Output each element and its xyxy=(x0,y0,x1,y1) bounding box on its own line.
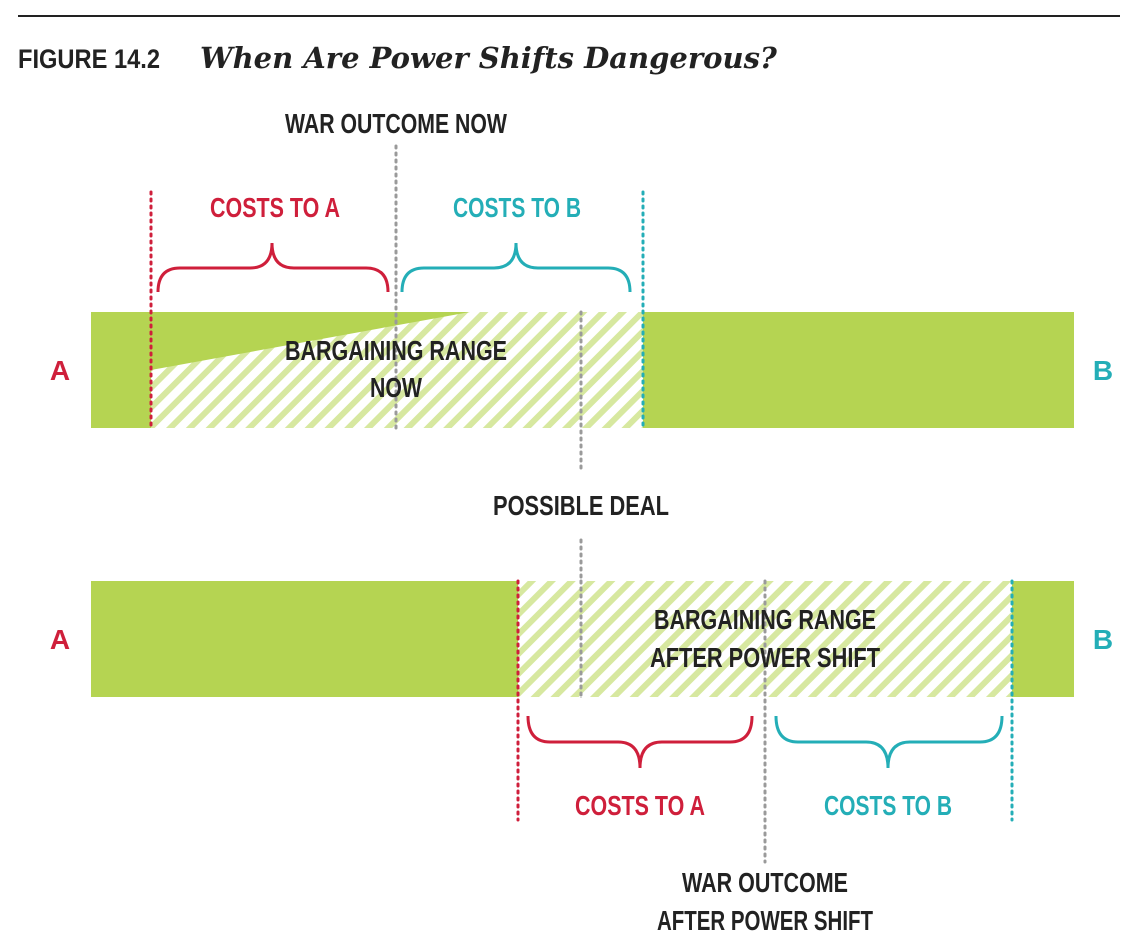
possible-deal-label: POSSIBLE DEAL xyxy=(493,490,669,521)
bottom-range-label-line1: BARGAINING RANGE xyxy=(654,604,876,635)
bottom-costs-b-label: COSTS TO B xyxy=(824,790,952,821)
figure-number: FIGURE 14.2 xyxy=(18,44,160,74)
top-label-b: B xyxy=(1093,355,1113,386)
top-costs-a-brace xyxy=(156,242,390,293)
top-costs-b-label: COSTS TO B xyxy=(453,192,581,223)
bottom-costs-b-brace xyxy=(774,715,1004,769)
figure-title: When Are Power Shifts Dangerous? xyxy=(200,41,778,75)
bottom-label-b: B xyxy=(1093,624,1113,655)
top-label-a: A xyxy=(50,355,70,386)
top-costs-a-label: COSTS TO A xyxy=(210,192,340,223)
bottom-costs-a-label: COSTS TO A xyxy=(575,790,705,821)
top-range-label-line2: NOW xyxy=(370,372,422,403)
bottom-war-outcome-label-line2: AFTER POWER SHIFT xyxy=(657,905,873,936)
top-war-outcome-label: WAR OUTCOME NOW xyxy=(285,108,507,139)
bottom-costs-a-brace xyxy=(526,715,754,769)
top-costs-b-brace xyxy=(400,242,632,293)
bottom-label-a: A xyxy=(50,624,70,655)
bottom-war-outcome-label-line1: WAR OUTCOME xyxy=(682,867,848,898)
bottom-range-label-line2: AFTER POWER SHIFT xyxy=(650,642,880,673)
top-range-label-line1: BARGAINING RANGE xyxy=(285,335,507,366)
